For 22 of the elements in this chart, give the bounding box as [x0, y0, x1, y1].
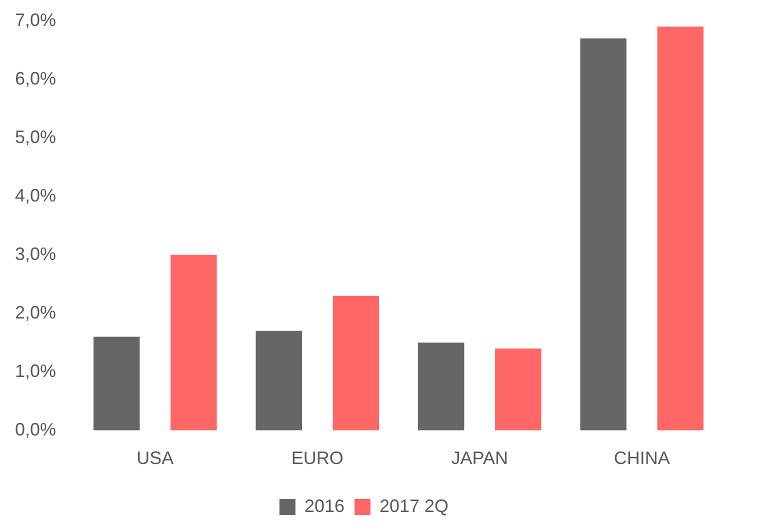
x-tick-label: JAPAN: [451, 448, 508, 468]
y-tick-label: 0,0%: [14, 419, 56, 440]
bar: [580, 38, 626, 430]
bar: [418, 342, 464, 430]
x-tick-label: CHINA: [614, 448, 670, 468]
bar: [256, 330, 302, 430]
y-tick-label: 6,0%: [14, 68, 56, 88]
bar: [332, 296, 380, 430]
x-tick-label: USA: [136, 448, 174, 468]
bar: [170, 254, 217, 430]
y-tick-label: 4,0%: [14, 185, 56, 206]
y-tick-label: 2,0%: [14, 302, 56, 322]
y-tick-label: 7,0%: [14, 10, 56, 30]
y-tick-label: 5,0%: [14, 126, 56, 147]
legend-label: 2016: [304, 496, 344, 516]
bar: [657, 26, 704, 430]
x-tick-label: EURO: [291, 448, 344, 468]
bar: [93, 336, 140, 430]
legend-label: 2017 2Q: [379, 496, 449, 516]
y-tick-label: 1,0%: [14, 360, 56, 381]
bar: [495, 348, 542, 430]
y-tick-label: 3,0%: [14, 244, 56, 264]
